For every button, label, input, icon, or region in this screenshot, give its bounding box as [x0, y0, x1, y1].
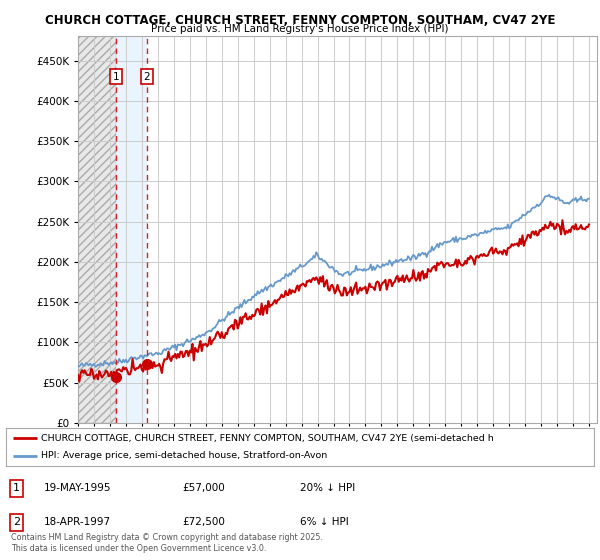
- Bar: [116, 36, 146, 423]
- Text: £72,500: £72,500: [182, 517, 225, 527]
- Text: 2: 2: [13, 517, 20, 527]
- Text: 18-APR-1997: 18-APR-1997: [44, 517, 112, 527]
- Text: Price paid vs. HM Land Registry's House Price Index (HPI): Price paid vs. HM Land Registry's House …: [151, 24, 449, 34]
- Text: £57,000: £57,000: [182, 483, 225, 493]
- Bar: [78, 36, 116, 423]
- Text: 1: 1: [113, 72, 119, 82]
- Text: CHURCH COTTAGE, CHURCH STREET, FENNY COMPTON, SOUTHAM, CV47 2YE (semi-detached h: CHURCH COTTAGE, CHURCH STREET, FENNY COM…: [41, 433, 494, 442]
- Text: 19-MAY-1995: 19-MAY-1995: [44, 483, 112, 493]
- Text: HPI: Average price, semi-detached house, Stratford-on-Avon: HPI: Average price, semi-detached house,…: [41, 451, 328, 460]
- Text: 1: 1: [13, 483, 20, 493]
- Text: 20% ↓ HPI: 20% ↓ HPI: [300, 483, 355, 493]
- Text: 2: 2: [143, 72, 150, 82]
- Text: 6% ↓ HPI: 6% ↓ HPI: [300, 517, 349, 527]
- Text: CHURCH COTTAGE, CHURCH STREET, FENNY COMPTON, SOUTHAM, CV47 2YE: CHURCH COTTAGE, CHURCH STREET, FENNY COM…: [45, 14, 555, 27]
- Text: Contains HM Land Registry data © Crown copyright and database right 2025.
This d: Contains HM Land Registry data © Crown c…: [11, 533, 323, 553]
